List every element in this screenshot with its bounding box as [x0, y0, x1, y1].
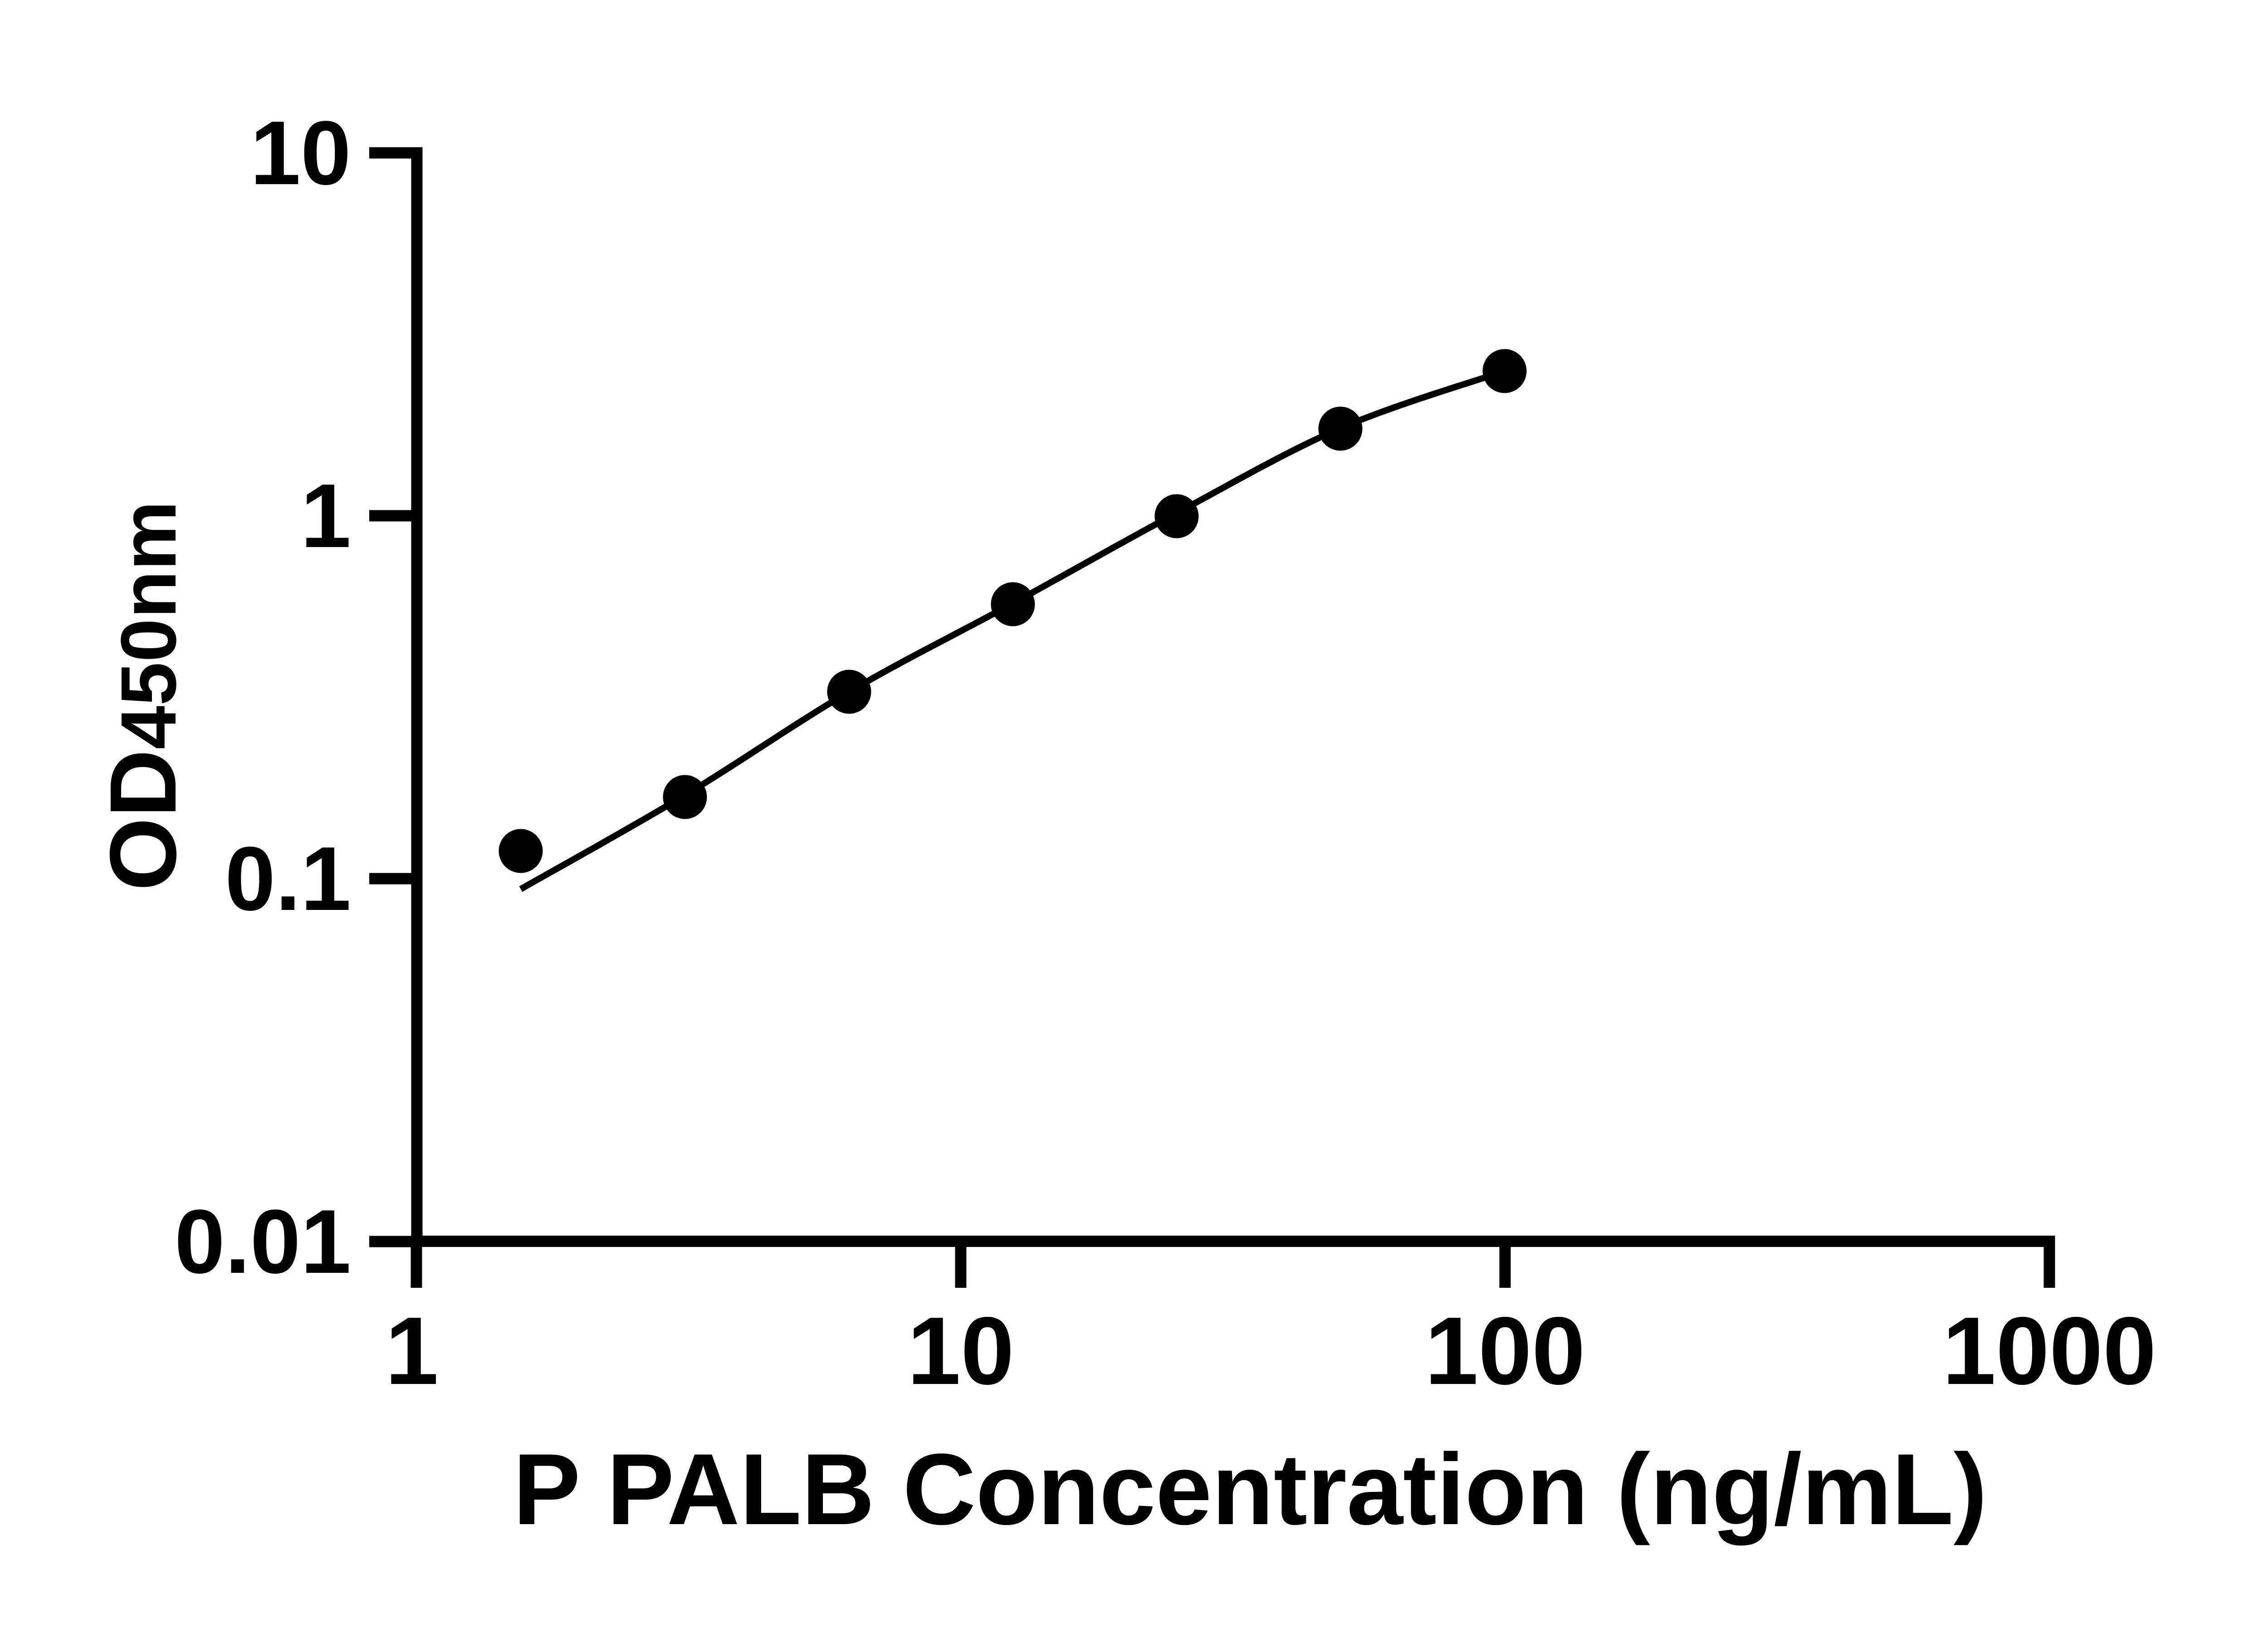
svg-text:1: 1 — [301, 465, 351, 567]
svg-text:100: 100 — [1425, 1297, 1585, 1404]
svg-text:1: 1 — [385, 1297, 439, 1404]
svg-text:10: 10 — [907, 1297, 1014, 1404]
svg-text:P PALB Concentration (ng/mL): P PALB Concentration (ng/mL) — [513, 1433, 1987, 1546]
svg-text:OD450nm: OD450nm — [91, 501, 196, 891]
svg-text:0.01: 0.01 — [175, 1191, 351, 1292]
svg-text:1000: 1000 — [1942, 1297, 2156, 1404]
svg-text:10: 10 — [250, 103, 351, 204]
svg-text:0.1: 0.1 — [225, 828, 351, 929]
